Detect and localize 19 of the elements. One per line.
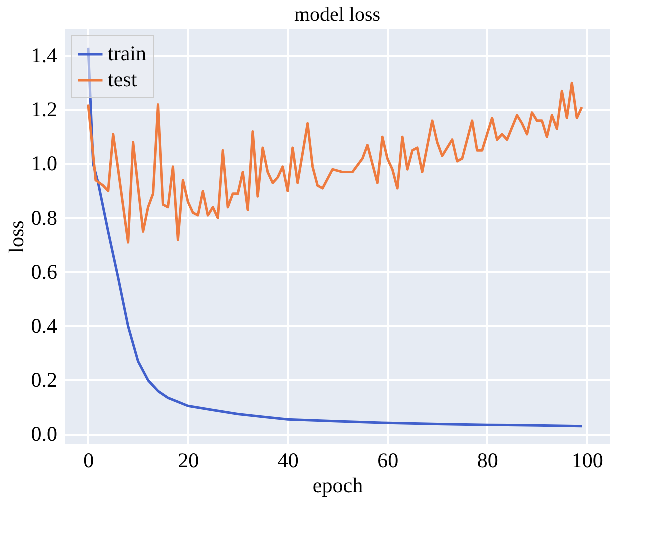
x-tick-label: 20 (178, 448, 200, 472)
y-tick-label: 0.8 (31, 206, 58, 230)
x-tick-label: 40 (278, 448, 299, 472)
y-tick-label: 0.4 (31, 314, 58, 338)
y-tick-label: 1.4 (31, 44, 58, 68)
y-tick-label: 1.0 (31, 152, 58, 176)
y-tick-label: 0.6 (31, 260, 58, 284)
x-tick-label: 60 (378, 448, 399, 472)
x-tick-label: 80 (477, 448, 498, 472)
chart-title: model loss (294, 4, 381, 26)
y-axis-title: loss (4, 220, 28, 254)
legend-label: test (108, 68, 138, 92)
y-tick-label: 0.0 (31, 422, 58, 446)
y-tick-label: 1.2 (31, 98, 58, 122)
x-axis-title: epoch (312, 474, 364, 498)
x-tick-label: 100 (572, 448, 604, 472)
x-tick-label: 0 (84, 448, 94, 472)
legend-label: train (108, 42, 147, 66)
y-tick-label: 0.2 (31, 368, 58, 392)
